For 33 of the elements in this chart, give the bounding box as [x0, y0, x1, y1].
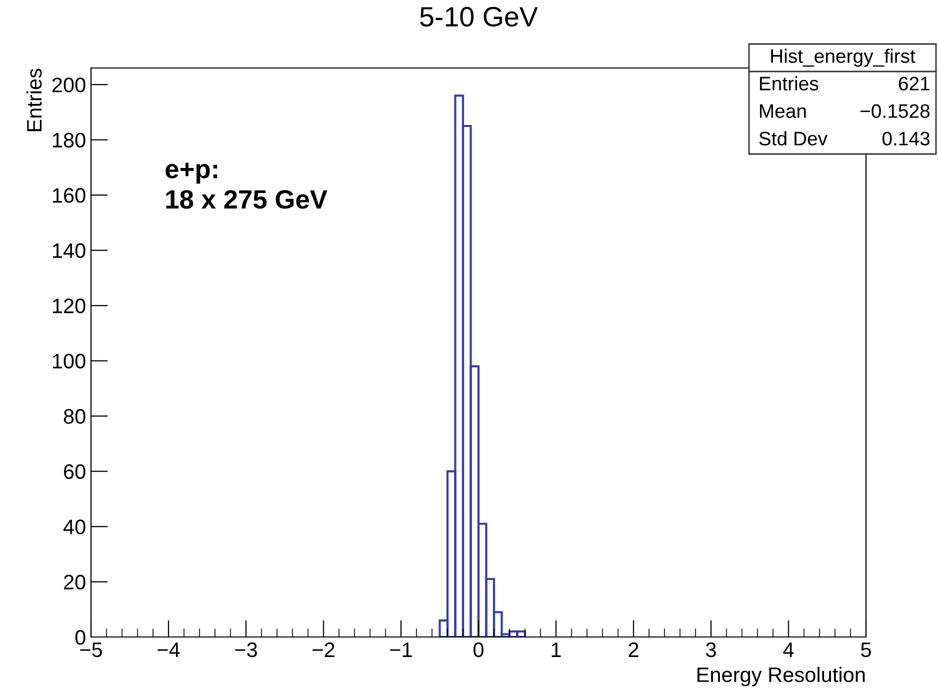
y-tick-label: 0: [75, 630, 86, 645]
x-tick-label: 0: [474, 642, 484, 658]
text: 0.143: [882, 132, 930, 146]
y-tick-label: 100: [52, 354, 86, 369]
x-tick-label: 2: [628, 642, 638, 657]
x-tick-label: −2: [312, 642, 334, 657]
x-tick-label: 5: [861, 642, 871, 658]
x-tick-label: −1: [390, 642, 412, 657]
x-axis-title: Energy Resolution: [697, 666, 865, 686]
x-tick-label: 3: [706, 642, 716, 658]
x-tick-label: 1: [552, 642, 561, 657]
text: 621: [898, 76, 930, 90]
annotation: Mean: [760, 104, 806, 118]
annotation: Entries: [760, 76, 818, 90]
text: Hist_energy_first: [771, 48, 916, 67]
x-tick-label: −5: [80, 642, 102, 658]
annotation: −0.1528: [860, 104, 930, 118]
chart-title: 5-10 GeV: [420, 6, 538, 27]
y-tick-label: 80: [64, 409, 86, 424]
y-tick-label: 40: [63, 520, 86, 534]
x-tick-label: −3: [235, 642, 257, 658]
annotation: e+p: 18 x 275 GeV: [166, 162, 328, 209]
y-tick-label: 60: [64, 464, 86, 480]
x-tick-label: 4: [783, 642, 794, 657]
y-tick-label: 160: [52, 188, 86, 203]
y-tick-label: 20: [64, 574, 86, 590]
y-axis-title: Entries: [26, 68, 42, 132]
annotation: Std Dev: [759, 131, 828, 146]
y-tick-label: 180: [52, 132, 86, 148]
y-tick-label: 200: [52, 78, 86, 92]
y-tick-label: 140: [52, 243, 86, 258]
y-tick-label: 120: [52, 298, 86, 314]
x-tick-label: −4: [158, 642, 180, 657]
